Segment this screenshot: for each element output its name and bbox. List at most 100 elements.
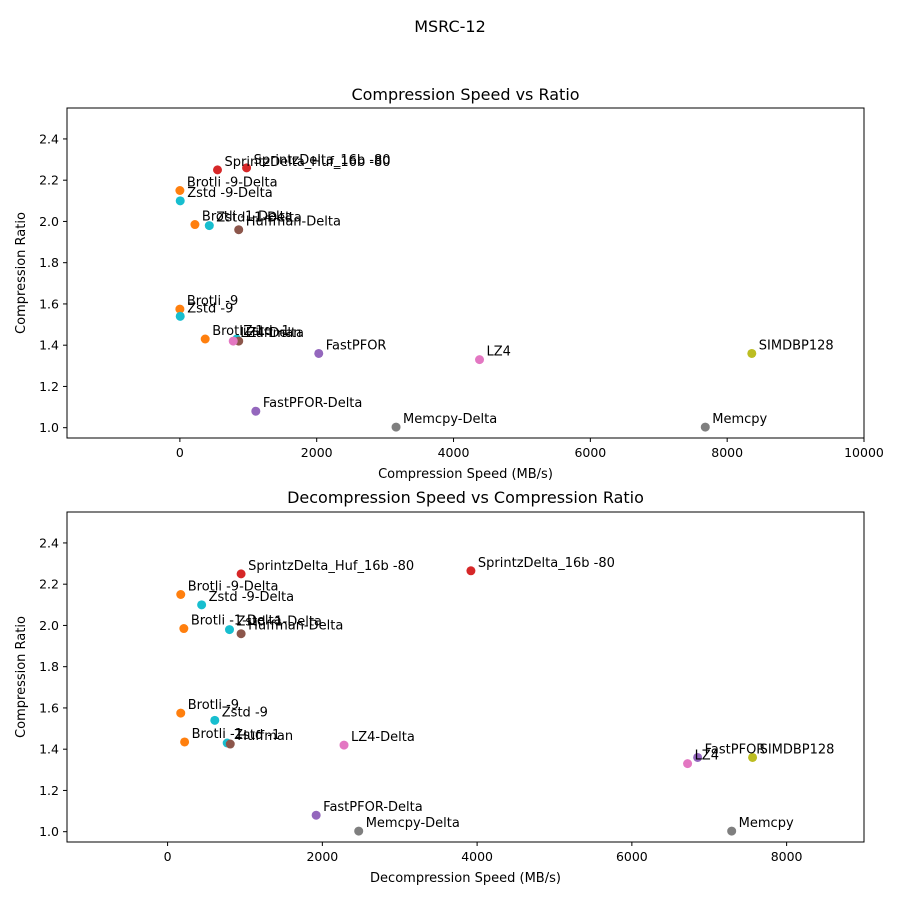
point-label: Zstd -1 [234,728,280,743]
x-tick-label: 6000 [616,849,648,864]
point-label: Huffman-Delta [248,619,343,634]
scatter-point [683,759,693,769]
axes-frame [66,511,865,843]
compression-speed-panel: Compression Speed vs Ratio SprintzDelta_… [14,85,884,482]
scatter-point [466,566,476,576]
axes-frame [66,107,865,439]
y-tick-label: 2.0 [39,618,59,633]
x-axis-label: Compression Speed (MB/s) [378,467,553,482]
scatter-point [693,752,703,762]
point-labels: SprintzDelta_Huf_16b -80 SprintzDelta_16b… [188,556,835,831]
point-label: FastPFOR-Delta [323,800,423,815]
point-labels: SprintzDelta_16b -80SprintzDelta_Huf_16b… [187,153,834,427]
point-label: Zstd -1-Delta [236,615,322,630]
y-axis-label: Compression Ratio [14,212,29,334]
decompression-speed-panel: Decompression Speed vs Compression Ratio… [14,488,865,886]
point-label: SIMDBP128 [760,742,835,757]
point-label: Zstd -9 [222,705,268,720]
point-label: Huffman [237,729,293,744]
point-label: Brotli -1 [192,727,243,742]
scatter-point [175,304,185,314]
y-axis-ticks: 1.0 1.2 1.4 1.6 1.8 2.0 2.2 2.4 [39,535,67,839]
point-label: SprintzDelta_16b -80 [254,153,391,168]
point-label: Brotli -1-Delta [202,210,293,225]
y-tick-label: 1.8 [39,255,59,270]
point-label: Memcpy-Delta [366,816,460,831]
scatter-point [391,422,401,432]
point-label: Zstd -1 [244,324,290,339]
point-label: Huffman [246,326,302,341]
scatter-point [210,715,220,725]
y-tick-label: 1.0 [39,824,59,839]
scatter-point [179,624,189,634]
scatter-point [700,422,710,432]
x-tick-label: 6000 [574,445,606,460]
point-label: LZ4-Delta [240,326,304,341]
scatter-point [475,355,485,365]
point-label: Zstd -1-Delta [216,211,302,226]
scatter-point [204,221,214,231]
point-label: SprintzDelta_16b -80 [478,556,615,571]
x-tick-label: 10000 [844,445,884,460]
scatter-point [190,220,200,230]
y-tick-label: 1.2 [39,379,59,394]
x-tick-label: 0 [164,849,172,864]
point-label: Memcpy [712,412,767,427]
x-tick-label: 2000 [306,849,338,864]
scatter-point [176,590,186,599]
y-tick-label: 1.6 [39,700,59,715]
x-tick-label: 4000 [438,445,470,460]
scatter-point [213,165,223,175]
y-tick-label: 1.2 [39,783,59,798]
y-axis-label: Compression Ratio [14,616,29,738]
scatter-point [175,196,185,206]
scatter-point [747,348,757,358]
point-label: LZ4 [695,749,719,764]
x-tick-label: 2000 [301,445,333,460]
point-label: SprintzDelta_Huf_16b -80 [248,559,414,574]
y-tick-label: 1.0 [39,420,59,435]
scatter-point [311,810,321,820]
scatter-point [234,225,244,235]
point-label: Zstd -9-Delta [187,186,273,201]
scatter-point [176,708,186,718]
y-tick-label: 1.4 [39,742,59,757]
x-axis-label: Decompression Speed (MB/s) [370,871,561,886]
x-axis-ticks: 0 2000 4000 6000 8000 [164,842,803,864]
y-tick-label: 2.2 [39,577,59,592]
scatter-point [224,625,234,635]
point-label: LZ4 [487,345,511,360]
point-label: FastPFOR [326,338,387,353]
point-label: Brotli -1-Delta [191,614,282,629]
x-tick-label: 8000 [771,849,803,864]
scatter-point [197,600,207,610]
x-tick-label: 0 [176,445,184,460]
point-label: Memcpy-Delta [403,412,497,427]
point-label: Zstd -9-Delta [209,590,295,605]
panel-title: Compression Speed vs Ratio [351,85,579,104]
y-tick-label: 2.2 [39,173,59,188]
scatter-point [236,629,246,639]
point-label: SIMDBP128 [759,338,834,353]
y-tick-label: 2.4 [39,535,59,550]
scatter-point [251,406,261,416]
point-label: SprintzDelta_Huf_16b -80 [225,155,391,170]
scatter-point [175,311,185,321]
y-tick-label: 1.4 [39,338,59,353]
scatter-point [354,826,364,836]
point-label: FastPFOR [705,742,766,757]
scatter-point [180,737,190,747]
y-tick-label: 2.0 [39,214,59,229]
point-label: Brotli -9 [188,698,239,713]
scatter-point [339,740,349,750]
point-label: LZ4-Delta [351,730,415,745]
scatter-point [748,752,758,762]
scatter-point [200,334,210,344]
x-tick-label: 4000 [461,849,493,864]
figure-title: MSRC-12 [414,17,486,36]
x-axis-ticks: 0 2000 4000 6000 8000 10000 [176,438,884,460]
scatter-point [242,163,252,173]
y-axis-ticks: 1.0 1.2 1.4 1.6 1.8 2.0 2.2 2.4 [39,131,67,435]
y-tick-label: 1.8 [39,659,59,674]
